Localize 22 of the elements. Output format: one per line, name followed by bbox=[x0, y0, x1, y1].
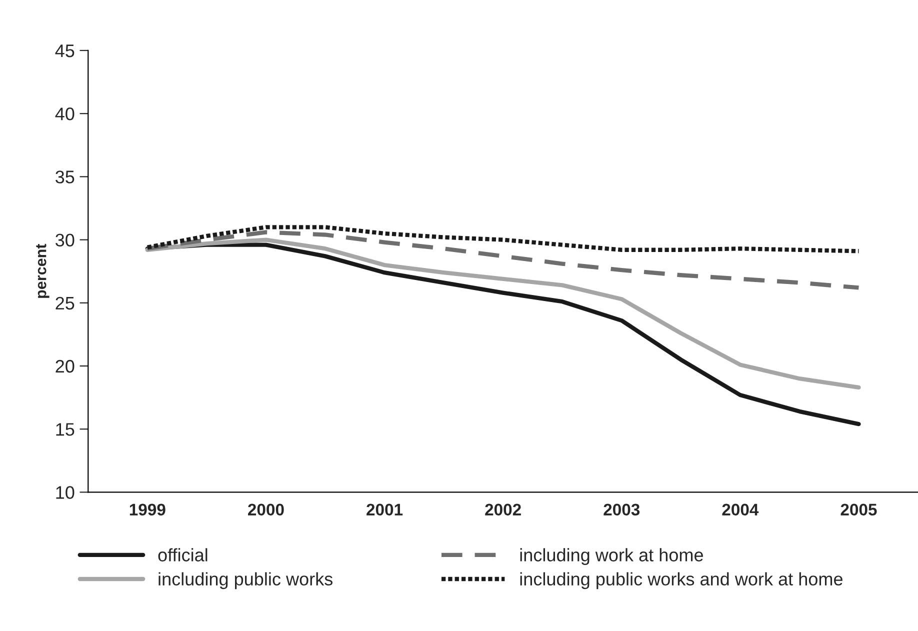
x-tick-label: 2005 bbox=[840, 504, 877, 516]
legend-label: including work at home bbox=[520, 548, 703, 566]
y-tick-label: 20 bbox=[56, 360, 74, 373]
line-series bbox=[145, 230, 861, 290]
legend-label: including public works and work at home bbox=[520, 572, 842, 590]
x-tick-label: 1999 bbox=[130, 504, 166, 516]
y-tick-label: 35 bbox=[56, 170, 74, 184]
y-tick-label: 25 bbox=[56, 296, 74, 310]
y-tick-label: 15 bbox=[56, 423, 74, 436]
y-tick-label: 40 bbox=[55, 108, 74, 120]
y-tick-label: 10 bbox=[56, 486, 74, 499]
legend-label: official bbox=[158, 548, 208, 562]
y-tick-label: 30 bbox=[56, 234, 74, 246]
y-axis-title: percent bbox=[36, 244, 50, 298]
x-tick-label: 2003 bbox=[604, 504, 640, 516]
x-tick-label: 2000 bbox=[248, 504, 284, 516]
line-series bbox=[145, 238, 861, 390]
y-tick-label: 45 bbox=[55, 44, 74, 58]
x-tick-label: 2002 bbox=[485, 504, 521, 516]
legend-label: including public works bbox=[158, 572, 332, 590]
x-tick-label: 2001 bbox=[366, 504, 403, 516]
x-tick-label: 2004 bbox=[722, 504, 759, 516]
